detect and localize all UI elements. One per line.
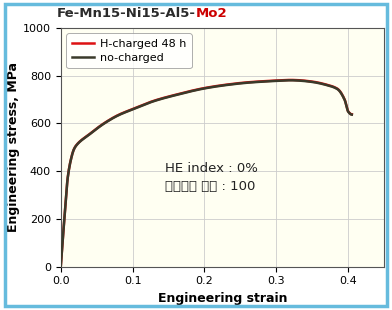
no-charged xyxy=(197,88,201,91)
H-charged 48 h xyxy=(216,84,221,88)
no-charged xyxy=(198,87,203,91)
H-charged 48 h xyxy=(350,113,354,116)
Text: Fe-Mn15-Ni15-Al5-: Fe-Mn15-Ni15-Al5- xyxy=(57,7,196,20)
Line: H-charged 48 h: H-charged 48 h xyxy=(61,80,352,267)
H-charged 48 h xyxy=(232,82,236,86)
Legend: H-charged 48 h, no-charged: H-charged 48 h, no-charged xyxy=(66,33,192,68)
H-charged 48 h xyxy=(343,100,348,104)
H-charged 48 h xyxy=(198,87,203,91)
no-charged xyxy=(216,84,221,88)
no-charged xyxy=(232,82,236,86)
H-charged 48 h xyxy=(58,265,63,268)
Text: HE index : 0%
성과목표 환산 : 100: HE index : 0% 성과목표 환산 : 100 xyxy=(165,162,258,193)
no-charged xyxy=(58,265,63,268)
H-charged 48 h xyxy=(288,78,293,82)
no-charged xyxy=(350,113,354,117)
no-charged xyxy=(343,100,348,104)
Y-axis label: Engineering stress, MPa: Engineering stress, MPa xyxy=(7,62,20,232)
Text: Mo2: Mo2 xyxy=(196,7,228,20)
Line: no-charged: no-charged xyxy=(61,80,352,267)
X-axis label: Engineering strain: Engineering strain xyxy=(158,292,287,305)
no-charged xyxy=(288,78,293,82)
H-charged 48 h xyxy=(197,87,201,91)
no-charged xyxy=(298,79,302,82)
H-charged 48 h xyxy=(298,78,302,82)
